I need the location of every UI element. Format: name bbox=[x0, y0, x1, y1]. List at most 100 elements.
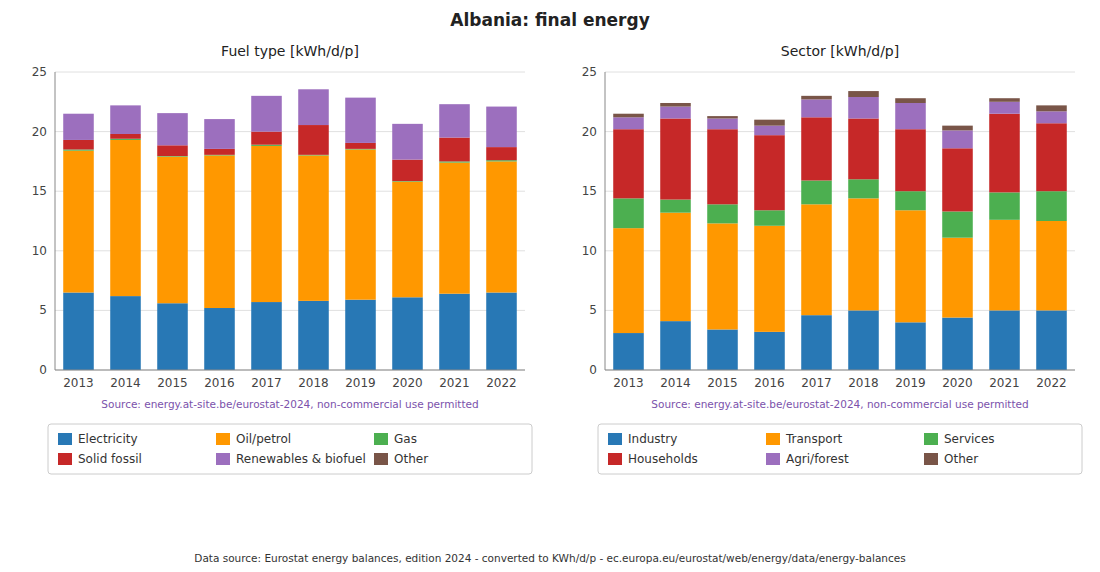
legend-swatch bbox=[216, 453, 230, 465]
bar-segment bbox=[754, 332, 785, 370]
x-axis-line bbox=[55, 370, 525, 371]
bar-segment bbox=[801, 180, 832, 204]
legend-swatch bbox=[924, 453, 938, 465]
bar-segment bbox=[157, 303, 188, 370]
bar-segment bbox=[754, 135, 785, 210]
x-tick-label: 2020 bbox=[392, 376, 423, 390]
bar-segment bbox=[251, 132, 282, 145]
bar-segment bbox=[63, 293, 94, 370]
bar-segment bbox=[204, 119, 235, 120]
bar-segment bbox=[989, 310, 1020, 370]
bar-segment bbox=[439, 104, 470, 105]
bar-segment bbox=[848, 198, 879, 310]
bar-segment bbox=[110, 296, 141, 370]
bar-segment bbox=[251, 145, 282, 146]
bar-segment bbox=[486, 293, 517, 370]
y-tick-label: 25 bbox=[582, 65, 597, 79]
grid-line bbox=[55, 370, 525, 371]
y-tick-label: 15 bbox=[582, 184, 597, 198]
bar-segment bbox=[392, 182, 423, 298]
chart-title: Fuel type [kWh/d/p] bbox=[221, 43, 359, 59]
legend-swatch bbox=[374, 433, 388, 445]
bar-segment bbox=[63, 151, 94, 293]
legend: ElectricityOil/petrolGasSolid fossilRene… bbox=[48, 424, 532, 474]
bar-segment bbox=[848, 310, 879, 370]
bar-segment bbox=[801, 99, 832, 117]
x-tick-label: 2014 bbox=[660, 376, 691, 390]
bar-segment bbox=[1036, 123, 1067, 191]
bar-segment bbox=[989, 98, 1020, 102]
x-axis-line bbox=[605, 370, 1075, 371]
bar-segment bbox=[157, 145, 188, 156]
bar-segment bbox=[157, 113, 188, 114]
legend-swatch bbox=[766, 433, 780, 445]
grid-line bbox=[55, 72, 525, 73]
legend: IndustryTransportServicesHouseholdsAgri/… bbox=[598, 424, 1082, 474]
bar-segment bbox=[439, 294, 470, 370]
bar-segment bbox=[942, 318, 973, 370]
y-tick-label: 10 bbox=[582, 244, 597, 258]
x-tick-label: 2016 bbox=[754, 376, 785, 390]
bar-segment bbox=[660, 103, 691, 107]
y-tick-label: 15 bbox=[32, 184, 47, 198]
legend-label: Households bbox=[628, 452, 698, 466]
figure-title: Albania: final energy bbox=[450, 10, 649, 30]
y-axis-line bbox=[605, 72, 606, 370]
bar-segment bbox=[63, 149, 94, 150]
legend-frame bbox=[48, 424, 532, 474]
bar-segment bbox=[754, 210, 785, 225]
bar-segment bbox=[1036, 191, 1067, 221]
bars bbox=[613, 91, 1067, 370]
bar-segment bbox=[204, 308, 235, 370]
y-tick-label: 5 bbox=[39, 303, 47, 317]
bar-segment bbox=[298, 301, 329, 370]
legend-label: Electricity bbox=[78, 432, 138, 446]
bar-segment bbox=[895, 210, 926, 322]
bar-segment bbox=[251, 146, 282, 302]
bar-segment bbox=[942, 211, 973, 237]
bar-segment bbox=[63, 140, 94, 150]
bar-segment bbox=[942, 126, 973, 131]
x-tick-label: 2020 bbox=[942, 376, 973, 390]
legend-swatch bbox=[58, 453, 72, 465]
bar-segment bbox=[942, 238, 973, 318]
y-tick-label: 5 bbox=[589, 303, 597, 317]
bar-segment bbox=[801, 117, 832, 180]
x-tick-label: 2015 bbox=[707, 376, 738, 390]
legend-label: Oil/petrol bbox=[236, 432, 291, 446]
bar-segment bbox=[486, 160, 517, 161]
bar-segment bbox=[942, 148, 973, 211]
bar-segment bbox=[754, 120, 785, 126]
bar-segment bbox=[486, 107, 517, 148]
grid-line bbox=[605, 72, 1075, 73]
x-tick-label: 2017 bbox=[251, 376, 282, 390]
bar-segment bbox=[110, 105, 141, 134]
x-tick-label: 2013 bbox=[613, 376, 644, 390]
bar-segment bbox=[989, 102, 1020, 114]
bar-segment bbox=[754, 226, 785, 332]
bar-segment bbox=[848, 91, 879, 97]
bar-segment bbox=[204, 149, 235, 155]
x-tick-label: 2017 bbox=[801, 376, 832, 390]
legend-swatch bbox=[766, 453, 780, 465]
footer-text: Data source: Eurostat energy balances, e… bbox=[194, 552, 905, 564]
bar-segment bbox=[298, 155, 329, 300]
grid-line bbox=[605, 370, 1075, 371]
bar-segment bbox=[63, 114, 94, 140]
bar-segment bbox=[707, 118, 738, 129]
bar-segment bbox=[251, 96, 282, 132]
legend-swatch bbox=[608, 453, 622, 465]
legend-swatch bbox=[924, 433, 938, 445]
bar-segment bbox=[345, 143, 376, 149]
bar-segment bbox=[63, 113, 94, 114]
bar-segment bbox=[110, 105, 141, 106]
bar-segment bbox=[345, 98, 376, 143]
y-tick-label: 25 bbox=[32, 65, 47, 79]
bar-segment bbox=[298, 89, 329, 125]
bar-segment bbox=[660, 321, 691, 370]
x-tick-label: 2021 bbox=[439, 376, 470, 390]
bar-segment bbox=[895, 191, 926, 210]
bar-segment bbox=[392, 123, 423, 124]
bar-segment bbox=[613, 228, 644, 333]
bar-segment bbox=[707, 223, 738, 329]
